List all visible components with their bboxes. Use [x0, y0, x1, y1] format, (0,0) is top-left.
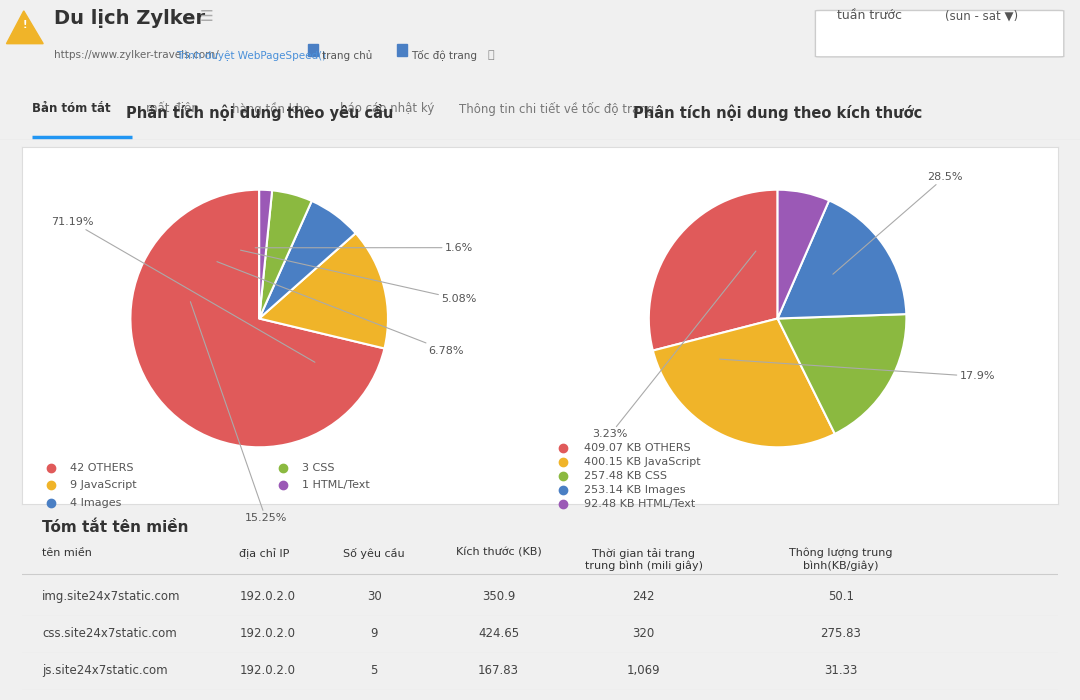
Wedge shape: [259, 233, 388, 349]
Text: 🏷: 🏷: [487, 50, 494, 60]
Text: css.site24x7static.com: css.site24x7static.com: [42, 626, 177, 640]
Text: 409.07 KB OTHERS: 409.07 KB OTHERS: [584, 443, 690, 453]
Text: 5: 5: [370, 664, 378, 677]
Title: Phân tích nội dung theo kích thước: Phân tích nội dung theo kích thước: [633, 105, 922, 121]
Text: 71.19%: 71.19%: [51, 217, 315, 363]
Wedge shape: [259, 190, 312, 318]
Text: Tóm tắt tên miền: Tóm tắt tên miền: [42, 520, 189, 535]
Text: ☰: ☰: [200, 9, 214, 24]
Text: 5.08%: 5.08%: [241, 250, 476, 304]
Text: Bản tóm tắt: Bản tóm tắt: [32, 102, 111, 115]
Text: tên miền: tên miền: [42, 548, 92, 558]
Text: 350.9: 350.9: [482, 589, 515, 603]
Text: 92.48 KB HTML/Text: 92.48 KB HTML/Text: [584, 499, 696, 509]
Wedge shape: [652, 318, 835, 447]
Wedge shape: [131, 190, 384, 447]
Wedge shape: [778, 314, 906, 434]
Text: hàng tồn kho: hàng tồn kho: [232, 102, 310, 116]
Text: 9: 9: [370, 626, 378, 640]
Text: Du lịch Zylker: Du lịch Zylker: [54, 9, 205, 28]
Text: 50.1: 50.1: [827, 589, 853, 603]
Text: !: !: [23, 20, 27, 31]
Text: img.site24x7static.com: img.site24x7static.com: [42, 589, 180, 603]
Text: 192.0.2.0: 192.0.2.0: [240, 664, 295, 677]
Text: Kích thước (KB): Kích thước (KB): [456, 548, 541, 558]
Text: Thông lượng trung
bình(KB/giây): Thông lượng trung bình(KB/giây): [788, 548, 892, 570]
Text: https://www.zylker-travels.com/: https://www.zylker-travels.com/: [54, 50, 219, 60]
Text: 9 JavaScript: 9 JavaScript: [69, 480, 136, 491]
Text: 242: 242: [633, 589, 654, 603]
Text: 4 Images: 4 Images: [69, 498, 121, 508]
Text: địa chỉ IP: địa chỉ IP: [240, 548, 289, 559]
Text: Trình duyệt WebPageSpeed(): Trình duyệt WebPageSpeed(): [176, 50, 326, 60]
Text: tuần trước: tuần trước: [837, 9, 902, 22]
Text: Tốc độ trang: Tốc độ trang: [411, 50, 477, 61]
Text: trang chủ: trang chủ: [322, 50, 373, 61]
Text: mất điện: mất điện: [146, 102, 199, 115]
Text: (sun - sat ▼): (sun - sat ▼): [945, 9, 1018, 22]
Text: 28.5%: 28.5%: [833, 172, 962, 274]
Text: js.site24x7static.com: js.site24x7static.com: [42, 664, 168, 677]
Text: 1,069: 1,069: [626, 664, 661, 677]
Text: 167.83: 167.83: [478, 664, 519, 677]
Wedge shape: [778, 200, 906, 318]
Text: 15.25%: 15.25%: [190, 302, 287, 523]
Text: 3.23%: 3.23%: [593, 251, 756, 440]
Wedge shape: [259, 201, 355, 318]
Text: 30: 30: [367, 589, 381, 603]
Text: 275.83: 275.83: [820, 626, 861, 640]
Wedge shape: [259, 190, 272, 318]
Text: báo cáo nhật ký: báo cáo nhật ký: [340, 102, 434, 115]
Title: Phân tích nội dung theo yêu cầu: Phân tích nội dung theo yêu cầu: [125, 104, 393, 121]
Text: 253.14 KB Images: 253.14 KB Images: [584, 485, 686, 495]
Text: 1 HTML/Text: 1 HTML/Text: [301, 480, 369, 491]
Wedge shape: [778, 190, 829, 318]
Polygon shape: [6, 11, 43, 43]
Text: Số yêu cầu: Số yêu cầu: [343, 548, 405, 559]
Text: 1.6%: 1.6%: [255, 243, 473, 253]
Text: 192.0.2.0: 192.0.2.0: [240, 626, 295, 640]
Text: Thông tin chi tiết về tốc độ trang: Thông tin chi tiết về tốc độ trang: [459, 102, 654, 116]
Text: 42 OTHERS: 42 OTHERS: [69, 463, 133, 473]
Bar: [308, 43, 318, 57]
Text: 17.9%: 17.9%: [719, 359, 995, 382]
Text: 6.78%: 6.78%: [217, 262, 463, 356]
Text: 31.33: 31.33: [824, 664, 858, 677]
Text: 3 CSS: 3 CSS: [301, 463, 334, 473]
Text: 192.0.2.0: 192.0.2.0: [240, 589, 295, 603]
Text: 424.65: 424.65: [478, 626, 519, 640]
Text: 320: 320: [633, 626, 654, 640]
Wedge shape: [649, 190, 778, 351]
Text: 400.15 KB JavaScript: 400.15 KB JavaScript: [584, 457, 701, 467]
Bar: [397, 43, 407, 57]
Text: 257.48 KB CSS: 257.48 KB CSS: [584, 471, 666, 481]
FancyBboxPatch shape: [815, 10, 1064, 57]
Text: Thời gian tải trang
trung bình (mili giây): Thời gian tải trang trung bình (mili giâ…: [584, 548, 703, 571]
